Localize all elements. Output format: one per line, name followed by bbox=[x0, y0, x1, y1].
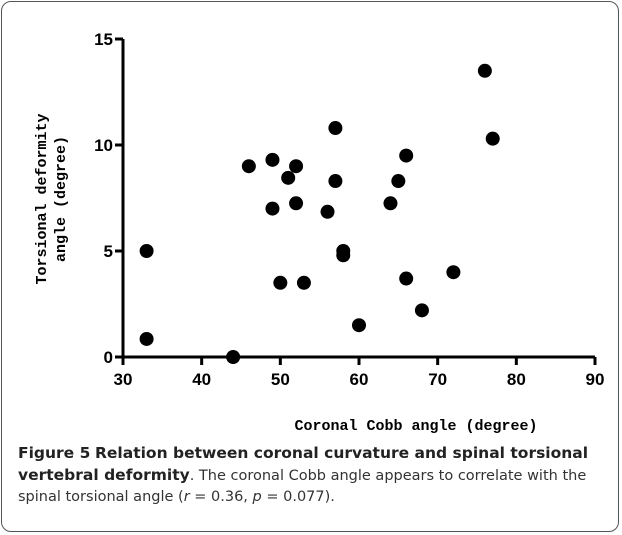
x-tick-label: 30 bbox=[114, 370, 133, 389]
point bbox=[281, 170, 296, 185]
point bbox=[336, 248, 351, 263]
point bbox=[414, 303, 429, 318]
point bbox=[139, 331, 154, 346]
caption-text: . The coronal Cobb angle appears to corr… bbox=[18, 468, 587, 505]
x-tick-label: 40 bbox=[192, 370, 211, 389]
point bbox=[139, 244, 154, 258]
point bbox=[352, 318, 366, 333]
x-label: Coronal Cobb angle (degree) bbox=[294, 418, 537, 435]
point bbox=[391, 174, 406, 189]
caption-text: p bbox=[252, 489, 262, 505]
y-label-line: angle (degree) bbox=[53, 136, 70, 262]
y-tick-label: 5 bbox=[104, 242, 113, 261]
x-tick-label: 60 bbox=[350, 370, 369, 389]
x-tick-label: 90 bbox=[586, 370, 605, 389]
y-label-line: Torsional deformity bbox=[34, 113, 51, 284]
x-tick-label: 70 bbox=[428, 370, 447, 389]
caption: Figure 5 Relation between coronal curvat… bbox=[18, 443, 618, 508]
y-label: Torsional deformity angle (degree) bbox=[34, 113, 70, 284]
point bbox=[383, 196, 398, 211]
point bbox=[265, 152, 280, 167]
caption-title: Relation between coronal curvature and s… bbox=[18, 444, 589, 484]
point bbox=[399, 148, 414, 163]
y-tick-label: 10 bbox=[94, 136, 113, 155]
x-tick-label: 50 bbox=[271, 370, 290, 389]
x-tick-label: 80 bbox=[507, 370, 526, 389]
point bbox=[320, 204, 335, 219]
point bbox=[289, 159, 304, 174]
chart: Torsional deformity angle (degree) Coron… bbox=[34, 30, 605, 435]
point bbox=[265, 201, 280, 216]
point bbox=[328, 121, 343, 136]
point bbox=[296, 275, 311, 290]
point bbox=[446, 265, 461, 280]
point bbox=[273, 275, 288, 290]
point bbox=[226, 350, 241, 364]
point bbox=[477, 63, 492, 78]
point bbox=[241, 159, 256, 174]
point bbox=[485, 131, 500, 146]
caption-label: Figure 5 bbox=[18, 444, 91, 462]
caption-text: r bbox=[183, 489, 190, 505]
caption-text: = 0.36, bbox=[189, 489, 253, 505]
point bbox=[328, 174, 343, 189]
y-tick-label: 15 bbox=[94, 30, 113, 49]
caption-text: = 0.077). bbox=[261, 489, 335, 505]
y-tick-label: 0 bbox=[104, 348, 113, 367]
point bbox=[289, 196, 304, 211]
point bbox=[399, 271, 414, 286]
